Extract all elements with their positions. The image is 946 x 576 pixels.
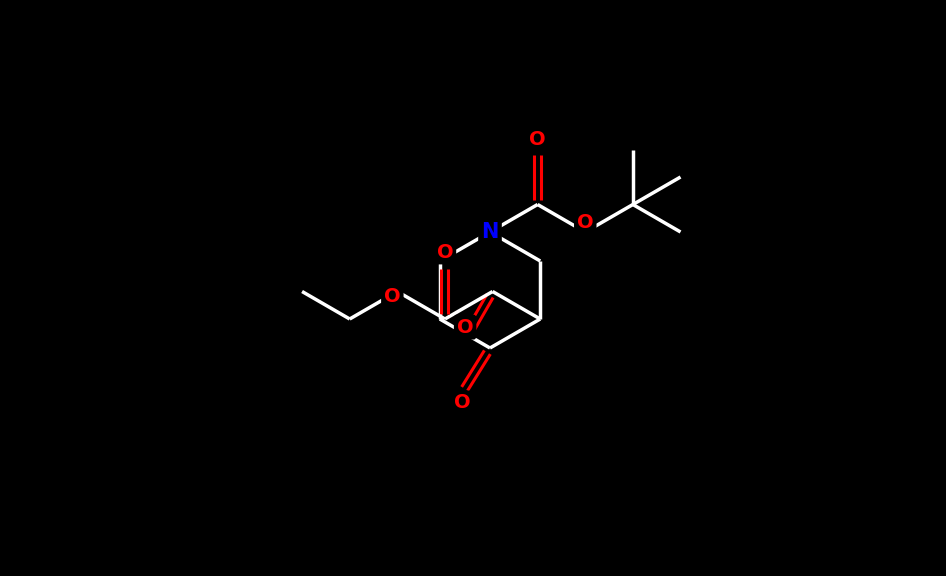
- Text: N: N: [482, 222, 499, 242]
- Text: O: O: [577, 213, 593, 232]
- Text: O: O: [454, 393, 470, 412]
- Text: O: O: [457, 317, 473, 336]
- Text: O: O: [530, 130, 546, 149]
- Text: O: O: [384, 287, 401, 306]
- Text: O: O: [437, 242, 453, 262]
